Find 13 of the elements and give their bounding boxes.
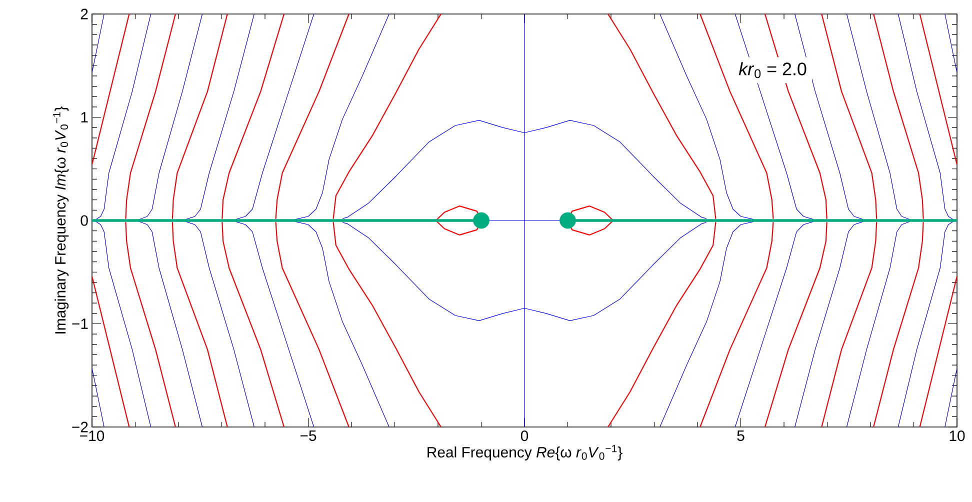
text: Real Frequency Re{ω r$_{0}$V$_{0}$$^{−1}$} [428,444,622,460]
x-tick-label: 0 [520,430,528,442]
x-tick-label: −5 [300,430,316,441]
x-tick-label: 5 [737,430,744,441]
annotation: kr$_{0}$ = 2.0 [738,62,806,78]
text: Imaginary Frequency Im{ω r$_{0}$V$_{0}$$^{−1}$} [53,106,69,334]
y-tick-label: −1 [72,318,88,329]
x-tick-label: 10 [950,430,965,442]
y-tick-label: 1 [81,112,88,122]
x-tick-label: −10 [80,430,104,442]
y-tick-label: −2 [72,422,88,432]
y-tick-label: 0 [80,215,88,226]
y-tick-label: 2 [80,8,88,20]
